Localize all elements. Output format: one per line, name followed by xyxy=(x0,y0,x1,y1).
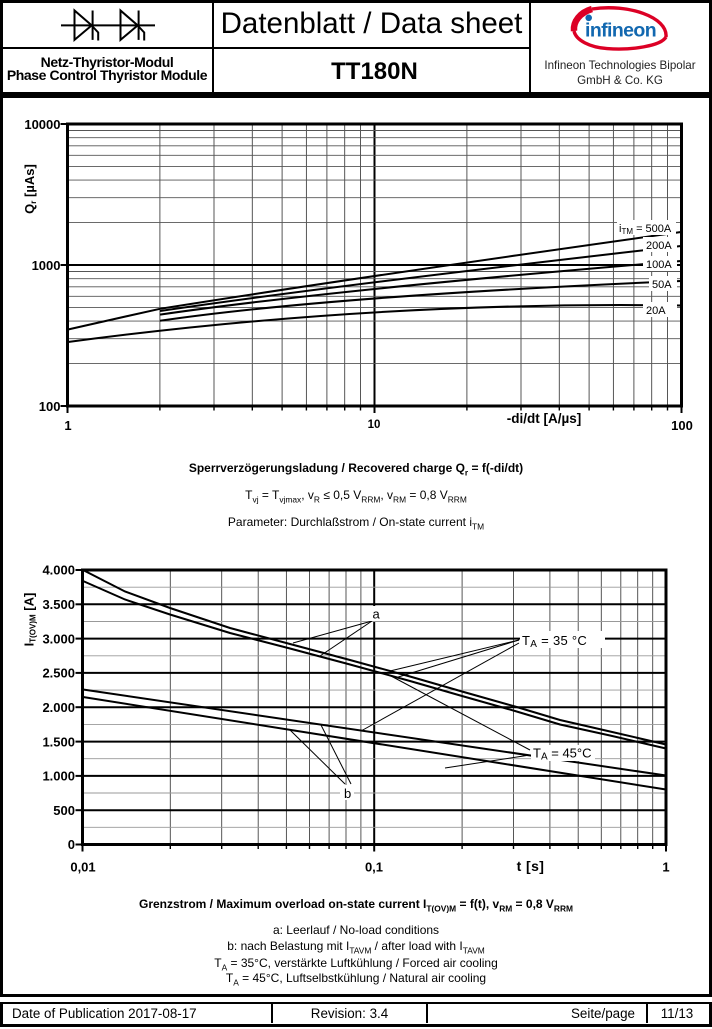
svg-text:0: 0 xyxy=(68,837,75,852)
svg-text:Qr [µAs]: Qr [µAs] xyxy=(22,164,38,214)
svg-text:50A: 50A xyxy=(652,279,672,291)
svg-text:a: a xyxy=(373,607,381,622)
svg-text:IT(OV)M [A]: IT(OV)M [A] xyxy=(22,593,38,647)
svg-text:2.000: 2.000 xyxy=(42,700,75,715)
svg-text:t [s]: t [s] xyxy=(517,858,545,874)
svg-text:iTM = 500A: iTM = 500A xyxy=(619,223,672,236)
svg-text:1: 1 xyxy=(64,418,71,433)
svg-text:20A: 20A xyxy=(646,305,666,317)
svg-text:1.500: 1.500 xyxy=(42,734,75,749)
svg-text:100: 100 xyxy=(671,418,693,433)
svg-text:-di/dt [A/µs]: -di/dt [A/µs] xyxy=(507,411,582,426)
svg-text:b: b xyxy=(344,786,351,801)
svg-text:infineon: infineon xyxy=(585,20,656,42)
svg-text:TA = 35 °C: TA = 35 °C xyxy=(522,633,587,650)
svg-text:200A: 200A xyxy=(646,240,672,252)
svg-text:500: 500 xyxy=(53,803,75,818)
svg-text:1000: 1000 xyxy=(32,258,61,273)
svg-text:TA = 45°C: TA = 45°C xyxy=(533,746,592,763)
svg-text:100: 100 xyxy=(39,399,61,414)
svg-text:0,01: 0,01 xyxy=(70,860,95,875)
svg-text:3.000: 3.000 xyxy=(42,631,75,646)
svg-text:10: 10 xyxy=(368,419,381,431)
svg-text:10000: 10000 xyxy=(24,117,60,132)
svg-text:100A: 100A xyxy=(646,259,672,271)
svg-text:0,1: 0,1 xyxy=(365,860,383,875)
svg-text:4.000: 4.000 xyxy=(42,563,75,578)
svg-text:3.500: 3.500 xyxy=(42,597,75,612)
svg-text:2.500: 2.500 xyxy=(42,666,75,681)
svg-text:1: 1 xyxy=(662,860,669,875)
svg-text:1.000: 1.000 xyxy=(42,769,75,784)
